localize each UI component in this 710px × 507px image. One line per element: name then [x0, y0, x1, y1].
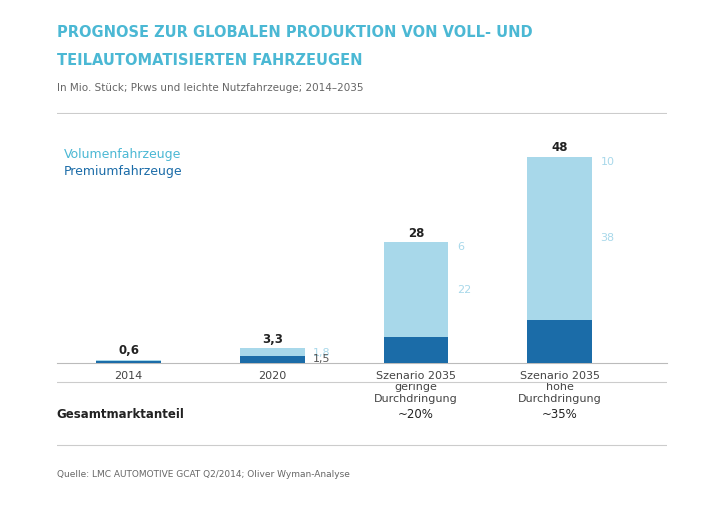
Text: 6: 6 [457, 242, 464, 252]
Bar [528, 319, 592, 363]
Bar [240, 356, 305, 363]
Text: In Mio. Stück; Pkws und leichte Nutzfahrzeuge; 2014–2035: In Mio. Stück; Pkws und leichte Nutzfahr… [57, 83, 364, 93]
Text: ~20%: ~20% [398, 408, 434, 421]
Bar [383, 337, 448, 363]
Text: 22: 22 [457, 284, 471, 295]
Bar [97, 360, 161, 361]
Text: 0,6: 0,6 [118, 344, 139, 357]
Text: ~35%: ~35% [542, 408, 578, 421]
Bar [240, 348, 305, 356]
Text: 1,8: 1,8 [313, 348, 331, 358]
Text: Volumenfahrzeuge: Volumenfahrzeuge [64, 148, 181, 161]
Bar [97, 361, 161, 363]
Text: TEILAUTOMATISIERTEN FAHRZEUGEN: TEILAUTOMATISIERTEN FAHRZEUGEN [57, 53, 362, 68]
Text: Quelle: LMC AUTOMOTIVE GCAT Q2/2014; Oliver Wyman-Analyse: Quelle: LMC AUTOMOTIVE GCAT Q2/2014; Oli… [57, 470, 350, 479]
Text: 3,3: 3,3 [262, 333, 283, 346]
Text: Gesamtmarktanteil: Gesamtmarktanteil [57, 408, 185, 421]
Text: PROGNOSE ZUR GLOBALEN PRODUKTION VON VOLL- UND: PROGNOSE ZUR GLOBALEN PRODUKTION VON VOL… [57, 25, 532, 41]
Bar [528, 157, 592, 319]
Bar [383, 242, 448, 337]
Text: 1,5: 1,5 [313, 354, 331, 365]
Text: 28: 28 [408, 227, 424, 240]
Text: 48: 48 [552, 141, 568, 154]
Text: 10: 10 [601, 157, 615, 167]
Text: 38: 38 [601, 233, 615, 243]
Text: Premiumfahrzeuge: Premiumfahrzeuge [64, 165, 182, 178]
